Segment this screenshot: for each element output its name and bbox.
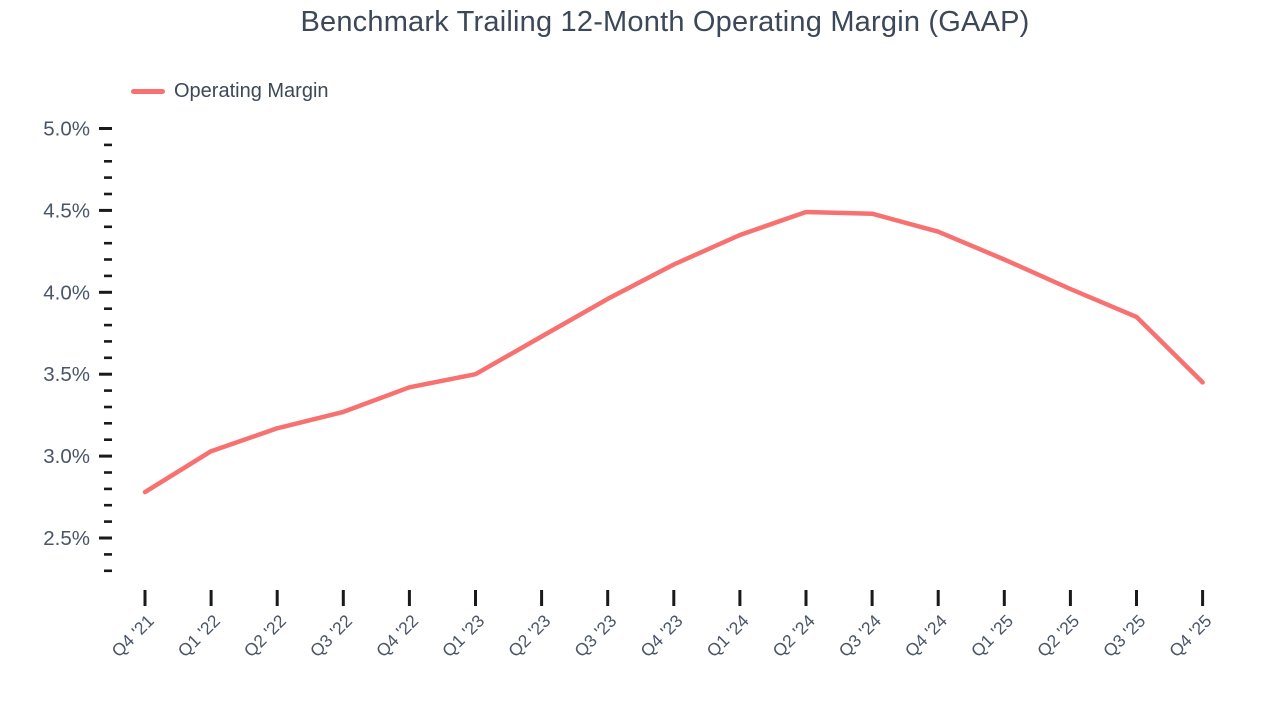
x-axis-label: Q3 '25 bbox=[1099, 611, 1149, 661]
x-axis-label: Q4 '24 bbox=[901, 610, 951, 660]
y-axis-label: 3.0% bbox=[43, 445, 90, 468]
x-axis-label: Q2 '24 bbox=[769, 610, 819, 660]
x-axis-label: Q3 '24 bbox=[835, 610, 885, 660]
y-axis-label: 2.5% bbox=[43, 527, 90, 550]
x-axis-label: Q4 '25 bbox=[1165, 611, 1215, 661]
x-axis-label: Q3 '22 bbox=[306, 611, 356, 661]
legend-label: Operating Margin bbox=[174, 80, 329, 102]
y-axis-label: 4.0% bbox=[43, 281, 90, 304]
legend: Operating Margin bbox=[131, 80, 329, 103]
chart-title: Benchmark Trailing 12-Month Operating Ma… bbox=[300, 6, 1030, 38]
x-axis-label: Q3 '23 bbox=[570, 611, 620, 661]
x-axis-label: Q2 '22 bbox=[240, 611, 290, 661]
legend-line-swatch bbox=[131, 89, 165, 94]
x-axis-label: Q1 '25 bbox=[967, 611, 1017, 661]
y-axis-label: 3.5% bbox=[43, 363, 90, 386]
x-axis-label: Q2 '23 bbox=[504, 611, 554, 661]
x-axis-label: Q1 '22 bbox=[174, 611, 224, 661]
x-axis-label: Q2 '25 bbox=[1033, 611, 1083, 661]
x-axis-label: Q1 '23 bbox=[438, 611, 488, 661]
x-axis-label: Q4 '22 bbox=[372, 611, 422, 661]
x-axis-label: Q4 '23 bbox=[636, 611, 686, 661]
operating-margin-line bbox=[142, 209, 1205, 495]
y-axis-label: 4.5% bbox=[43, 199, 90, 222]
x-axis-label: Q4 '21 bbox=[108, 611, 158, 661]
y-axis-label: 5.0% bbox=[43, 118, 90, 141]
x-axis-label: Q1 '24 bbox=[703, 610, 753, 660]
